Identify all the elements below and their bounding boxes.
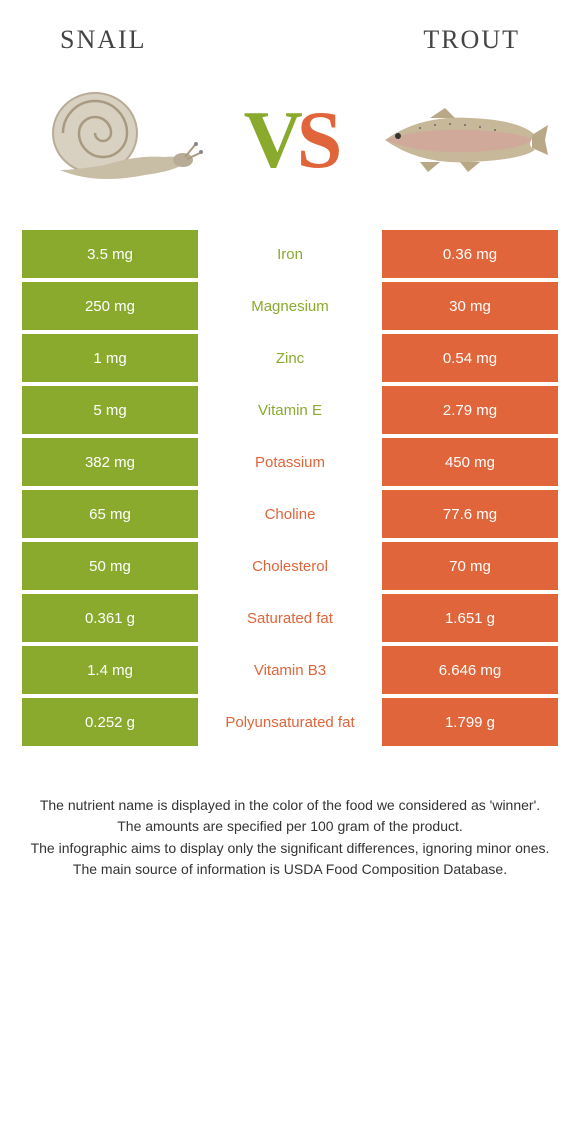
- table-row: 1.4 mgVitamin B36.646 mg: [22, 646, 558, 694]
- value-right: 1.651 g: [382, 594, 558, 642]
- value-left: 50 mg: [22, 542, 198, 590]
- title-right: Trout: [423, 25, 520, 55]
- footer-notes: The nutrient name is displayed in the co…: [0, 750, 580, 879]
- snail-image: [30, 80, 210, 200]
- comparison-table: 3.5 mgIron0.36 mg250 mgMagnesium30 mg1 m…: [0, 230, 580, 746]
- title-left: Snail: [60, 25, 147, 55]
- nutrient-name: Potassium: [198, 438, 382, 486]
- value-right: 6.646 mg: [382, 646, 558, 694]
- nutrient-name: Iron: [198, 230, 382, 278]
- value-left: 0.361 g: [22, 594, 198, 642]
- nutrient-name: Magnesium: [198, 282, 382, 330]
- footer-line: The nutrient name is displayed in the co…: [28, 795, 552, 815]
- header: Snail Trout: [0, 0, 580, 70]
- vs-v: V: [244, 94, 297, 185]
- value-right: 0.36 mg: [382, 230, 558, 278]
- table-row: 50 mgCholesterol70 mg: [22, 542, 558, 590]
- table-row: 65 mgCholine77.6 mg: [22, 490, 558, 538]
- table-row: 250 mgMagnesium30 mg: [22, 282, 558, 330]
- table-row: 0.361 gSaturated fat1.651 g: [22, 594, 558, 642]
- value-right: 70 mg: [382, 542, 558, 590]
- table-row: 3.5 mgIron0.36 mg: [22, 230, 558, 278]
- nutrient-name: Zinc: [198, 334, 382, 382]
- footer-line: The infographic aims to display only the…: [28, 838, 552, 858]
- hero: VS: [0, 70, 580, 230]
- nutrient-name: Saturated fat: [198, 594, 382, 642]
- value-right: 30 mg: [382, 282, 558, 330]
- vs-s: S: [297, 94, 337, 185]
- table-row: 0.252 gPolyunsaturated fat1.799 g: [22, 698, 558, 746]
- value-left: 0.252 g: [22, 698, 198, 746]
- value-right: 2.79 mg: [382, 386, 558, 434]
- footer-line: The main source of information is USDA F…: [28, 859, 552, 879]
- table-row: 382 mgPotassium450 mg: [22, 438, 558, 486]
- nutrient-name: Polyunsaturated fat: [198, 698, 382, 746]
- table-row: 1 mgZinc0.54 mg: [22, 334, 558, 382]
- table-row: 5 mgVitamin E2.79 mg: [22, 386, 558, 434]
- value-left: 3.5 mg: [22, 230, 198, 278]
- nutrient-name: Vitamin B3: [198, 646, 382, 694]
- value-right: 1.799 g: [382, 698, 558, 746]
- footer-line: The amounts are specified per 100 gram o…: [28, 816, 552, 836]
- nutrient-name: Vitamin E: [198, 386, 382, 434]
- value-left: 5 mg: [22, 386, 198, 434]
- value-left: 250 mg: [22, 282, 198, 330]
- value-left: 1.4 mg: [22, 646, 198, 694]
- value-right: 450 mg: [382, 438, 558, 486]
- value-left: 1 mg: [22, 334, 198, 382]
- value-right: 77.6 mg: [382, 490, 558, 538]
- nutrient-name: Choline: [198, 490, 382, 538]
- nutrient-name: Cholesterol: [198, 542, 382, 590]
- vs-label: VS: [244, 99, 337, 181]
- value-left: 65 mg: [22, 490, 198, 538]
- value-left: 382 mg: [22, 438, 198, 486]
- trout-image: [370, 80, 550, 200]
- value-right: 0.54 mg: [382, 334, 558, 382]
